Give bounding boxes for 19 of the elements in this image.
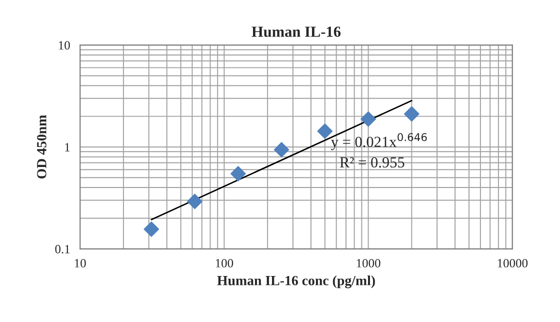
- point: [317, 123, 333, 139]
- point: [230, 166, 246, 182]
- x-axis-title: Human IL-16 conc (pg/ml): [217, 276, 375, 288]
- point: [404, 106, 420, 122]
- chart-title: Human IL-16: [252, 26, 341, 37]
- point: [144, 222, 160, 237]
- x-tick-label: 10: [74, 258, 86, 268]
- y-axis-title: OD 450nm: [36, 115, 46, 179]
- point: [360, 111, 376, 127]
- x-tick-label: 1000: [356, 258, 380, 268]
- annotation: y = 0.021x$^{0.646}$: [331, 133, 427, 150]
- x-tick-label: 100: [216, 258, 234, 268]
- annotation: R² = 0.955: [340, 157, 404, 168]
- point: [274, 142, 290, 158]
- y-tick-label: 1: [65, 143, 70, 152]
- y-tick-label: 10: [58, 41, 70, 50]
- x-tick-label: 10000: [498, 258, 528, 268]
- y-tick-label: 0.1: [55, 244, 70, 254]
- point: [187, 194, 202, 210]
